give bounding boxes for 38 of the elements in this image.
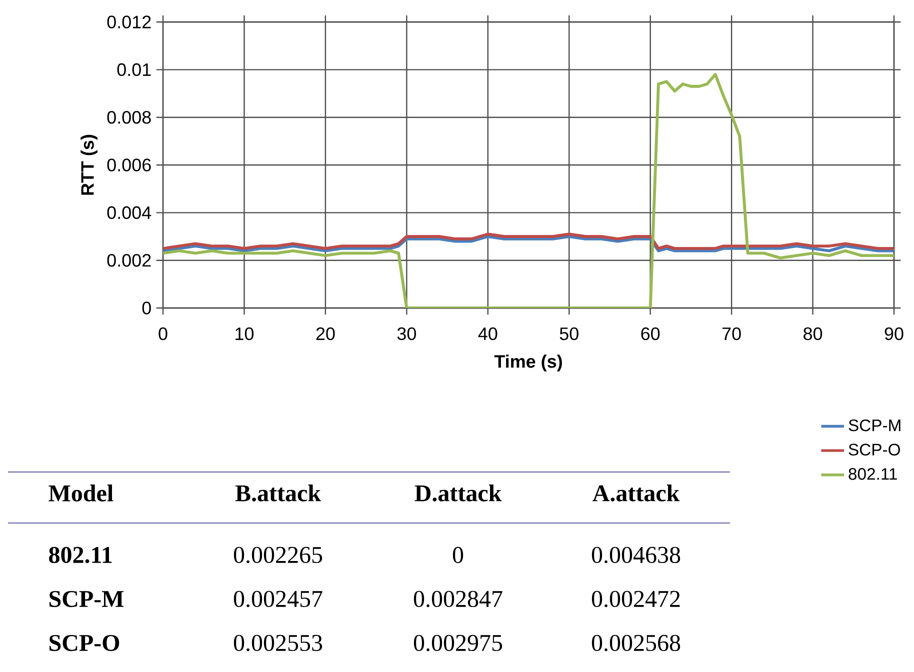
text: Model (48, 484, 114, 502)
text: B.attack (235, 484, 321, 502)
y-tick-label: 0.01 (117, 63, 151, 76)
x-tick-label: 30 (397, 327, 416, 340)
y-tick-label: 0.004 (107, 206, 152, 220)
text: SCP-O (50, 634, 120, 652)
y-tick-label: 0.006 (107, 158, 151, 172)
text: 0 (452, 546, 464, 564)
y-tick-label: 0.008 (107, 110, 151, 124)
text: 0.002265 (234, 546, 322, 564)
text: 0.002472 (592, 590, 680, 608)
legend-label: 802.11 (848, 468, 897, 480)
x-tick-label: 80 (804, 327, 822, 340)
text: A.attack (592, 484, 680, 502)
legend-label: SCP-O (848, 444, 900, 456)
text: SCP-M (50, 590, 124, 608)
text: 0.002553 (234, 634, 322, 652)
x-tick-label: 70 (722, 327, 741, 340)
y-axis-title: RTT (s) (80, 134, 98, 195)
y-tick-label: 0.012 (107, 16, 151, 28)
text: 0.004638 (592, 546, 680, 564)
legend-label: SCP-M (848, 419, 900, 432)
x-tick-label: 50 (560, 327, 578, 340)
x-tick-label: 40 (478, 327, 498, 340)
text: 0.002457 (234, 590, 322, 608)
x-tick-label: 10 (236, 327, 254, 340)
text: 0.002975 (414, 634, 502, 652)
text: 802.11 (49, 546, 112, 564)
x-axis-title: Time (s) (494, 354, 562, 372)
text: D.attack (414, 484, 502, 502)
x-tick-label: 90 (884, 327, 904, 340)
y-tick-label: 0.002 (107, 254, 151, 267)
x-tick-label: 0 (158, 327, 168, 340)
y-tick-label: 0 (142, 302, 151, 314)
text: 0.002847 (414, 590, 502, 608)
text: 0.002568 (592, 634, 680, 652)
x-tick-label: 20 (316, 327, 335, 340)
x-tick-label: 60 (641, 327, 660, 340)
